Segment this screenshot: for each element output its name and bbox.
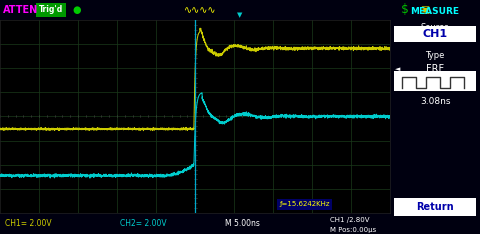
Text: ▣: ▣ [420, 5, 430, 15]
Text: ▼: ▼ [237, 12, 243, 18]
Text: $: $ [401, 4, 409, 16]
Text: Source: Source [420, 23, 450, 33]
Text: Type: Type [425, 51, 445, 61]
Text: MEASURE: MEASURE [410, 7, 460, 17]
Text: CH1= 2.00V: CH1= 2.00V [5, 219, 52, 228]
Text: CH1: CH1 [422, 29, 448, 39]
Text: ATTEN: ATTEN [3, 5, 38, 15]
Text: Return: Return [416, 202, 454, 212]
Bar [36, 3, 66, 17]
Text: CH1 /2.80V: CH1 /2.80V [330, 217, 370, 223]
Bar [394, 26, 476, 42]
Text: FRF: FRF [426, 64, 444, 74]
Text: M 5.00ns: M 5.00ns [225, 219, 260, 228]
Text: M Pos:0.00μs: M Pos:0.00μs [330, 227, 376, 233]
Bar [394, 198, 476, 216]
Text: ●: ● [72, 5, 81, 15]
Bar [394, 71, 476, 91]
Text: ◄: ◄ [395, 66, 401, 72]
Text: Trig'd: Trig'd [39, 5, 63, 15]
Text: CH2= 2.00V: CH2= 2.00V [120, 219, 167, 228]
Text: ∿∿∿∿: ∿∿∿∿ [184, 5, 216, 15]
Text: 3.08ns: 3.08ns [420, 98, 450, 106]
Text: ƒ=15.6242KHz: ƒ=15.6242KHz [279, 201, 330, 208]
